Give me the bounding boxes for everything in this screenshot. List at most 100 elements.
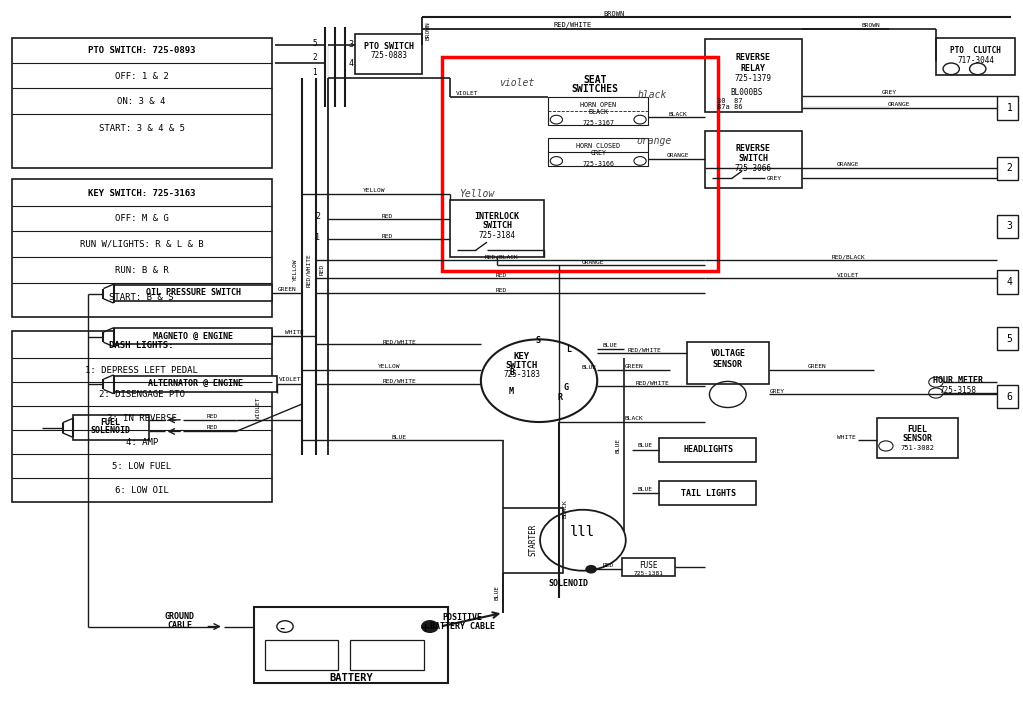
Circle shape xyxy=(586,566,596,573)
Text: 725-3183: 725-3183 xyxy=(503,371,540,379)
Text: START: 3 & 4 & 5: START: 3 & 4 & 5 xyxy=(98,124,185,132)
Text: SWITCHES: SWITCHES xyxy=(572,84,619,94)
Text: RED: RED xyxy=(496,288,507,293)
Text: BLACK: BLACK xyxy=(668,112,687,117)
Text: RED/BLACK: RED/BLACK xyxy=(832,254,865,259)
Text: GREY: GREY xyxy=(769,389,785,394)
Text: BLACK: BLACK xyxy=(588,108,609,114)
Text: GREY: GREY xyxy=(882,90,896,95)
Text: YELLOW: YELLOW xyxy=(377,365,400,369)
Text: SWITCH: SWITCH xyxy=(739,154,768,163)
Text: YELLOW: YELLOW xyxy=(293,258,298,281)
Text: OFF: 1 & 2: OFF: 1 & 2 xyxy=(115,71,169,81)
Text: SENSOR: SENSOR xyxy=(713,360,743,368)
Text: RED: RED xyxy=(382,213,393,218)
Text: RED/WHITE: RED/WHITE xyxy=(383,379,416,384)
Text: CABLE: CABLE xyxy=(168,620,192,630)
Bar xyxy=(997,270,1018,293)
Text: black: black xyxy=(637,90,667,100)
Text: RED/WHITE: RED/WHITE xyxy=(553,23,592,28)
Text: FUEL: FUEL xyxy=(907,424,928,434)
Text: BLUE: BLUE xyxy=(637,443,653,448)
Text: RUN: B & R: RUN: B & R xyxy=(115,266,169,275)
Bar xyxy=(114,285,272,301)
Text: RED: RED xyxy=(207,414,218,419)
Text: BATTERY CABLE: BATTERY CABLE xyxy=(430,622,495,631)
Text: FUSE: FUSE xyxy=(639,561,658,570)
Bar xyxy=(255,607,448,683)
Text: GREEN: GREEN xyxy=(808,365,827,369)
Text: ORANGE: ORANGE xyxy=(667,154,690,159)
Text: VIOLET: VIOLET xyxy=(279,377,302,382)
Bar xyxy=(11,331,272,502)
Text: SOLENOID: SOLENOID xyxy=(91,426,131,435)
Text: 3: IN REVERSE: 3: IN REVERSE xyxy=(106,414,177,423)
Text: RUN W/LIGHTS: R & L & B: RUN W/LIGHTS: R & L & B xyxy=(80,240,204,249)
Text: ALTERNATOR @ ENGINE: ALTERNATOR @ ENGINE xyxy=(147,379,242,388)
Text: BLUE: BLUE xyxy=(392,435,407,440)
Bar xyxy=(11,38,272,168)
Text: ORANGE: ORANGE xyxy=(582,260,605,265)
Text: B: B xyxy=(509,368,514,377)
Text: violet: violet xyxy=(499,78,534,87)
Text: 725-3166: 725-3166 xyxy=(582,161,614,167)
Text: RED/WHITE: RED/WHITE xyxy=(306,253,311,287)
Text: L: L xyxy=(566,345,571,354)
Text: RED/BLACK: RED/BLACK xyxy=(485,254,519,259)
Text: 2: 2 xyxy=(1007,163,1013,173)
Text: HORN CLOSED: HORN CLOSED xyxy=(576,143,620,149)
Text: 2: 2 xyxy=(312,53,317,63)
Bar xyxy=(687,341,768,384)
Text: 6: 6 xyxy=(1007,392,1013,402)
Bar xyxy=(548,97,649,124)
Text: ORANGE: ORANGE xyxy=(888,102,910,107)
Text: START: B & S: START: B & S xyxy=(109,293,174,302)
Bar xyxy=(350,640,424,670)
Text: POSITIVE: POSITIVE xyxy=(443,613,483,622)
Text: 725-1381: 725-1381 xyxy=(633,571,663,576)
Text: 725-3066: 725-3066 xyxy=(735,165,771,173)
Bar xyxy=(705,131,802,188)
Text: OIL PRESSURE SWITCH: OIL PRESSURE SWITCH xyxy=(145,288,240,298)
Bar xyxy=(877,419,959,459)
Text: HOUR METER: HOUR METER xyxy=(933,376,983,385)
Text: 87a 86: 87a 86 xyxy=(717,104,743,110)
Text: HORN OPEN: HORN OPEN xyxy=(580,102,616,108)
Bar xyxy=(997,96,1018,119)
Text: YELLOW: YELLOW xyxy=(362,188,385,193)
Text: 3: 3 xyxy=(349,40,354,50)
Text: REVERSE: REVERSE xyxy=(736,53,770,63)
Text: RED: RED xyxy=(382,234,393,239)
Text: G: G xyxy=(563,383,568,392)
Text: BLUE: BLUE xyxy=(637,487,653,492)
Text: KEY: KEY xyxy=(514,352,530,361)
Text: 5: 5 xyxy=(312,39,317,48)
Text: R: R xyxy=(558,393,563,402)
Text: RED: RED xyxy=(207,425,218,430)
Bar xyxy=(11,179,272,317)
Text: 3: 3 xyxy=(1007,221,1013,232)
Text: RED/WHITE: RED/WHITE xyxy=(635,380,669,385)
Bar xyxy=(114,328,272,344)
Text: KEY SWITCH: 725-3163: KEY SWITCH: 725-3163 xyxy=(88,189,195,198)
Bar xyxy=(936,38,1016,76)
Text: SENSOR: SENSOR xyxy=(902,434,933,443)
Text: VIOLET: VIOLET xyxy=(837,273,859,278)
Text: RED: RED xyxy=(603,563,614,568)
Text: INTERLOCK: INTERLOCK xyxy=(475,212,520,221)
Bar xyxy=(660,438,756,462)
Text: lll: lll xyxy=(571,525,595,539)
Bar xyxy=(997,385,1018,408)
Text: BROWN: BROWN xyxy=(426,21,431,40)
Text: BL000BS: BL000BS xyxy=(730,87,762,97)
Text: STARTER: STARTER xyxy=(529,524,537,556)
Text: 725-1379: 725-1379 xyxy=(735,74,771,83)
Text: M: M xyxy=(509,387,514,396)
Text: TAIL LIGHTS: TAIL LIGHTS xyxy=(681,488,736,498)
Text: PTO SWITCH: 725-0893: PTO SWITCH: 725-0893 xyxy=(88,46,195,55)
Text: SWITCH: SWITCH xyxy=(505,361,538,370)
Text: Yellow: Yellow xyxy=(459,189,494,199)
Text: GREEN: GREEN xyxy=(277,287,297,292)
Bar xyxy=(114,376,277,392)
Text: GREY: GREY xyxy=(590,150,607,156)
